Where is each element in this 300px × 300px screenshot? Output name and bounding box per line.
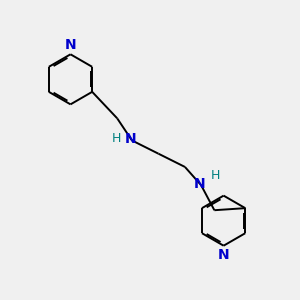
Text: H: H [112,133,121,146]
Text: N: N [124,132,136,146]
Text: N: N [65,38,76,52]
Text: N: N [218,248,230,262]
Text: N: N [194,177,206,191]
Text: H: H [211,169,220,182]
